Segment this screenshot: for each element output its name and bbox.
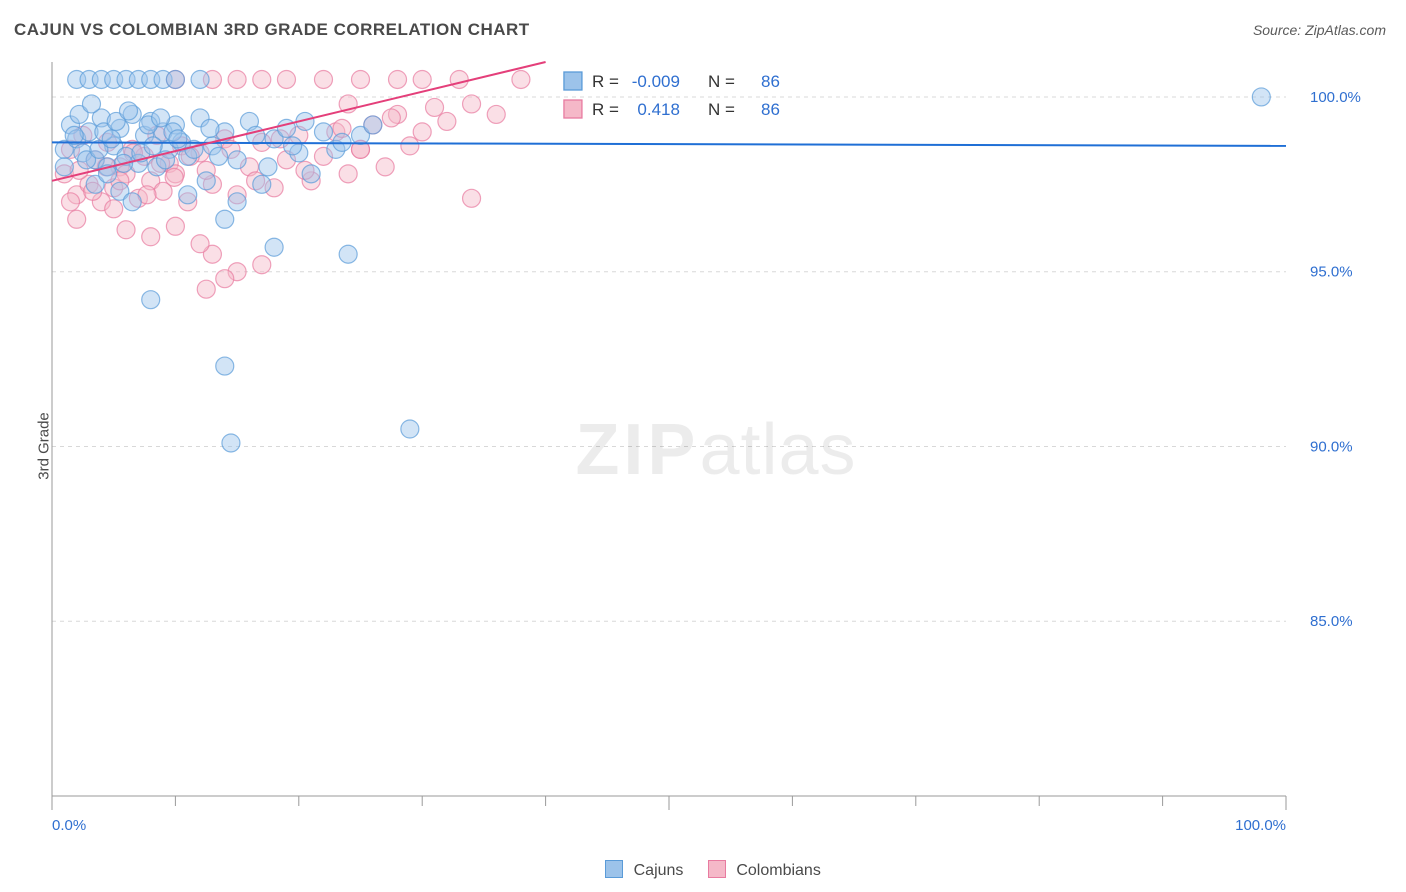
legend-label-a: Cajuns xyxy=(634,862,684,879)
svg-text:86: 86 xyxy=(761,100,780,119)
svg-text:R =: R = xyxy=(592,72,619,91)
x-tick-label: 0.0% xyxy=(52,817,86,834)
source-value: ZipAtlas.com xyxy=(1305,22,1386,38)
chart-area: 85.0% 90.0% 95.0% 100.0% 0.0% 100.0% R = -0.009… xyxy=(46,60,1386,840)
svg-text:86: 86 xyxy=(761,72,780,91)
source-attribution: Source: ZipAtlas.com xyxy=(1253,22,1386,38)
svg-text:R =: R = xyxy=(592,100,619,119)
y-tick-label: 100.0% xyxy=(1310,89,1361,106)
source-label: Source: xyxy=(1253,22,1301,38)
svg-text:-0.009: -0.009 xyxy=(632,72,680,91)
svg-text:N =: N = xyxy=(708,72,735,91)
legend-label-b: Colombians xyxy=(736,862,820,879)
legend-swatch-b xyxy=(708,860,726,878)
y-tick-label: 85.0% xyxy=(1310,613,1353,630)
legend-swatch-a xyxy=(605,860,623,878)
y-tick-label: 90.0% xyxy=(1310,438,1353,455)
svg-text:N =: N = xyxy=(708,100,735,119)
svg-text:0.418: 0.418 xyxy=(637,100,680,119)
y-tick-label: 95.0% xyxy=(1310,264,1353,281)
scatter-plot-svg: 85.0% 90.0% 95.0% 100.0% 0.0% 100.0% R = -0.009… xyxy=(46,60,1386,840)
x-tick-label: 100.0% xyxy=(1235,817,1286,834)
stats-box: R = -0.009 N = 86 R = 0.418 N = 86 xyxy=(558,66,838,130)
bottom-legend: Cajuns Colombians xyxy=(0,860,1406,880)
chart-title: CAJUN VS COLOMBIAN 3RD GRADE CORRELATION… xyxy=(14,20,530,40)
